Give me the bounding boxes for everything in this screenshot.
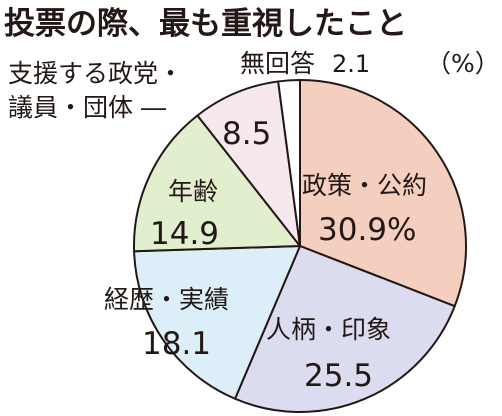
pie-slice-career: [133, 245, 301, 400]
slice-value-age: 14.9: [150, 216, 219, 252]
slice-value-career: 18.1: [142, 326, 211, 362]
slice-label-personality: 人柄・印象: [266, 315, 391, 344]
slice-label-career: 経歴・実績: [104, 285, 229, 314]
pie-slice-personality: [234, 245, 456, 413]
slice-label-age: 年齢: [168, 177, 218, 206]
slice-value-support: 8.5: [222, 116, 271, 152]
slice-label-support-line2: 議員・団体 ―: [8, 93, 166, 122]
pie-slice-policy: [299, 79, 467, 308]
unit-label: （%）: [426, 49, 500, 78]
slice-label-support-line1: 支援する政党・: [8, 59, 183, 88]
chart-title: 投票の際、最も重視したこと: [4, 6, 407, 42]
slice-value-policy: 30.9%: [318, 212, 416, 248]
pie-slice-no-answer: [277, 78, 301, 247]
pie-slice-support: [196, 80, 301, 247]
slice-value-no-answer: 2.1: [332, 50, 370, 78]
pie-slices: [133, 78, 467, 413]
slice-value-personality: 25.5: [304, 358, 373, 394]
slice-label-no-answer: 無回答: [240, 49, 315, 78]
pie-slice-age: [133, 114, 301, 253]
slice-label-policy: 政策・公約: [302, 171, 427, 200]
